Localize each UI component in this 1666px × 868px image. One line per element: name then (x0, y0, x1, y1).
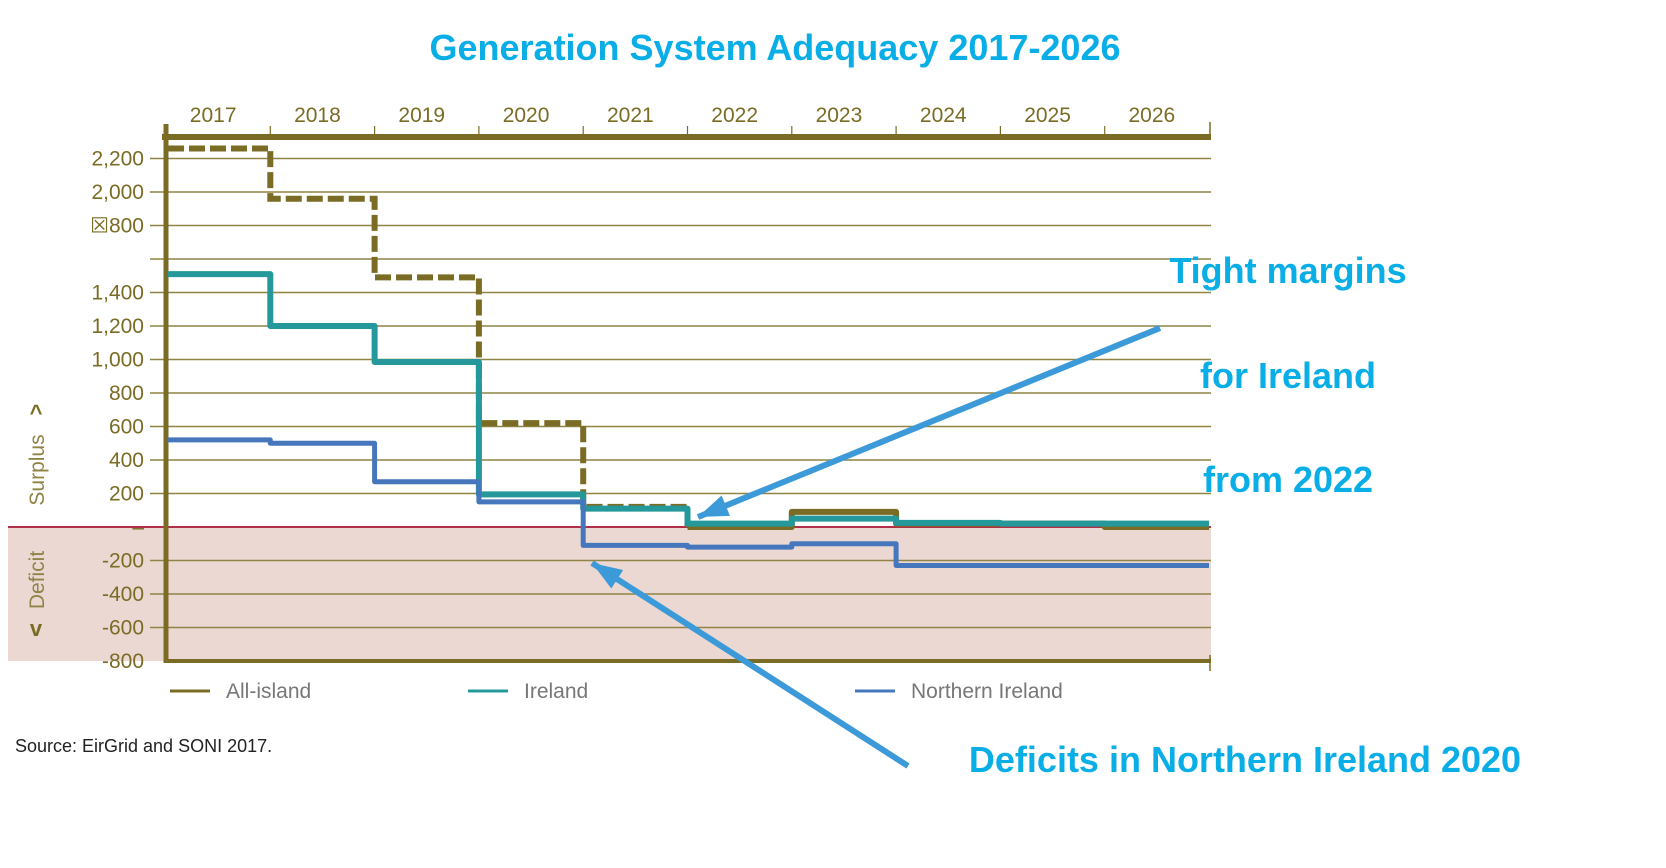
y-tick-label: 400 (109, 449, 144, 472)
callout-tight-line-1: Tight margins (1169, 250, 1406, 291)
side-labels: ^ Surplus Deficit v (26, 400, 49, 641)
y-tick-label: 1,200 (91, 315, 144, 338)
series-ireland (168, 271, 1209, 527)
surplus-arrow-icon: ^ (30, 400, 43, 425)
callout-arrow-tight-head-icon (698, 495, 730, 517)
x-tick-label: 2020 (503, 104, 550, 127)
chart-title: Generation System Adequacy 2017-2026 (430, 27, 1121, 68)
y-tick-label: – (132, 516, 144, 539)
x-tick-label: 2018 (294, 104, 341, 127)
x-tick-label: 2024 (920, 104, 967, 127)
y-tick-label: -800 (102, 650, 144, 673)
callout-arrow-tight-shaft (696, 325, 1162, 520)
y-tick-label: -400 (102, 583, 144, 606)
y-tick-label: 1,000 (91, 349, 144, 372)
axes (162, 122, 1211, 671)
x-tick-label: 2017 (190, 104, 237, 127)
y-tick-label: 600 (109, 416, 144, 439)
callout-tight-line-3: from 2022 (1203, 459, 1373, 500)
legend-label-northern-ireland: Northern Ireland (911, 680, 1063, 703)
source-note: Source: EirGrid and SONI 2017. (15, 736, 272, 756)
y-tick-label: ☒800 (90, 215, 144, 238)
y-tick-labels: 2,200 2,000 ☒800 1,400 1,200 1,000 800 600 400 20… (90, 148, 144, 674)
x-tick-label: 2022 (711, 104, 758, 127)
x-tick-label: 2021 (607, 104, 654, 127)
deficit-label: Deficit (26, 551, 49, 610)
series-lines (168, 145, 1209, 569)
legend: All-island Ireland Northern Ireland (170, 680, 1063, 703)
x-tick-labels: 2017 2018 2019 2020 2021 2022 2023 2024 2025 2026 (190, 104, 1175, 127)
callouts: Tight margins for Ireland from 2022 Defi… (590, 250, 1521, 780)
series-all-island-dashed (168, 145, 691, 527)
y-tick-label: -200 (102, 550, 144, 573)
x-tick-label: 2025 (1024, 104, 1071, 127)
legend-label-all-island: All-island (226, 680, 311, 703)
callout-arrow-deficit-shaft (590, 560, 910, 769)
deficit-arrow-icon: v (30, 616, 43, 641)
callout-tight-line-2: for Ireland (1200, 355, 1376, 396)
x-tick-label: 2023 (816, 104, 863, 127)
gridlines (8, 157, 1211, 629)
y-tick-label: 2,000 (91, 181, 144, 204)
x-tick-label: 2019 (398, 104, 445, 127)
y-tick-label: 1,400 (91, 282, 144, 305)
y-tick-label: 200 (109, 483, 144, 506)
surplus-label: Surplus (26, 434, 49, 505)
legend-label-ireland: Ireland (524, 680, 588, 703)
series-northern-ireland (168, 437, 1209, 569)
y-tick-label: -600 (102, 617, 144, 640)
callout-arrow-deficit-head-icon (592, 563, 624, 589)
y-tick-label: 800 (109, 382, 144, 405)
x-tick-label: 2026 (1128, 104, 1175, 127)
y-tick-label: 2,200 (91, 148, 144, 171)
callout-deficits: Deficits in Northern Ireland 2020 (969, 739, 1521, 780)
